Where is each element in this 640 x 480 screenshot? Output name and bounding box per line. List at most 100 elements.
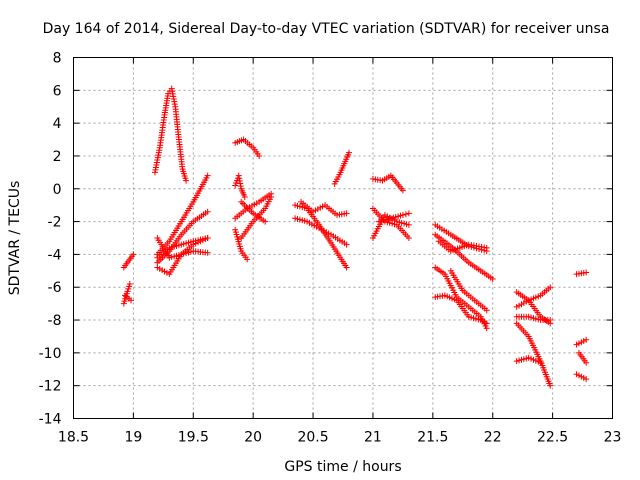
y-tick-label: 8 (53, 51, 62, 67)
x-tick-label: 22 (484, 430, 502, 446)
plus-marker (204, 172, 211, 179)
plus-marker (489, 276, 496, 283)
plus-marker (241, 193, 248, 200)
plus-marker (262, 218, 269, 225)
plus-marker (583, 336, 590, 343)
series-arc-1c (122, 292, 134, 304)
series-arc-31 (513, 320, 554, 389)
y-tick-label: -6 (48, 280, 62, 296)
series-arc-17 (331, 149, 352, 187)
series-arc-26 (432, 292, 490, 327)
y-tick-label: -8 (48, 313, 62, 329)
plus-marker (204, 249, 211, 256)
series-arc-21 (375, 210, 412, 225)
data-points (120, 85, 590, 389)
plus-marker (130, 251, 137, 258)
series-arc-1a (120, 251, 137, 271)
plus-marker (244, 256, 251, 263)
series-arc-24 (435, 238, 490, 255)
plus-marker (399, 212, 406, 219)
x-tick-label: 22.5 (537, 430, 568, 446)
plus-marker (583, 376, 590, 383)
x-tick-label: 18.5 (58, 430, 89, 446)
plus-marker (483, 320, 490, 327)
plus-marker (405, 235, 412, 241)
plus-marker (343, 241, 350, 248)
plus-marker (583, 359, 590, 366)
y-tick-label: -4 (48, 247, 62, 263)
x-tick-label: 20.5 (297, 430, 328, 446)
x-tick-label: 19 (124, 430, 142, 446)
chart-title: Day 164 of 2014, Sidereal Day-to-day VTE… (43, 21, 610, 37)
series-arc-13 (238, 198, 269, 225)
y-tick-label: -14 (39, 412, 62, 428)
plus-marker (171, 101, 178, 108)
series-arc-32 (513, 354, 544, 366)
x-tick-label: 23 (604, 430, 622, 446)
plus-marker (171, 98, 178, 105)
plus-marker (126, 280, 133, 287)
series-arc-35 (575, 349, 590, 366)
series-arc-15 (292, 215, 350, 248)
plus-marker (547, 284, 554, 291)
series-arc-10 (232, 226, 251, 263)
plus-marker (169, 88, 176, 95)
series-arc-30 (513, 297, 554, 327)
plus-marker (537, 359, 544, 366)
plus-marker (483, 307, 490, 314)
plus-marker (483, 244, 490, 251)
y-tick-label: -12 (39, 379, 62, 395)
plus-marker (168, 85, 175, 92)
plus-marker (268, 193, 275, 200)
x-tick-label: 21.5 (417, 430, 448, 446)
x-tick-label: 20 (244, 430, 262, 446)
plus-marker (204, 235, 211, 241)
plus-marker (170, 95, 177, 102)
series-arc-23 (432, 231, 496, 283)
y-tick-label: -2 (48, 215, 62, 231)
plus-marker (583, 269, 590, 276)
series-arc-1b (120, 280, 133, 307)
plus-marker (183, 177, 190, 184)
series-arc-6 (154, 248, 211, 278)
x-axis-ticks: 18.5 19 19.5 20 20.5 21 21.5 22 22.5 23 (58, 57, 622, 446)
plus-marker (547, 382, 554, 389)
plus-marker (256, 152, 263, 159)
plus-marker (169, 90, 176, 97)
plus-marker (547, 320, 554, 327)
y-tick-label: 2 (53, 149, 62, 165)
plus-marker (343, 210, 350, 217)
plus-marker (170, 93, 177, 100)
y-tick-label: 0 (53, 182, 62, 198)
plus-marker (127, 297, 134, 304)
plus-marker (402, 211, 409, 218)
plus-marker (399, 187, 406, 194)
y-tick-label: 4 (53, 116, 62, 132)
x-tick-label: 19.5 (178, 430, 209, 446)
series-arc-19 (369, 205, 412, 241)
series-arc-14 (292, 202, 350, 271)
plus-marker (204, 208, 211, 215)
series-arc-8 (232, 136, 263, 159)
series-arc-33 (573, 269, 590, 278)
x-tick-label: 21 (364, 430, 382, 446)
series-arc-18 (369, 172, 406, 194)
series-arc-34 (573, 336, 590, 348)
plus-marker (405, 210, 412, 217)
plus-marker (345, 149, 352, 156)
plot-frame (73, 57, 613, 419)
plus-marker (405, 221, 412, 228)
y-tick-label: 6 (53, 83, 62, 99)
y-axis-title: SDTVAR / TECUs (7, 181, 23, 296)
series-arc-9 (232, 172, 248, 200)
series-arc-16 (298, 198, 350, 219)
series-arc-36 (573, 371, 590, 383)
y-axis-ticks: -14 -12 -10 -8 -6 -4 -2 0 2 4 6 8 (39, 51, 613, 428)
y-tick-label: -10 (39, 346, 62, 362)
series-arc-27 (447, 267, 490, 314)
plus-marker (343, 264, 350, 271)
x-axis-title: GPS time / hours (284, 459, 401, 475)
series-arc-2-peak (151, 85, 190, 184)
series-arc-7 (154, 235, 211, 261)
